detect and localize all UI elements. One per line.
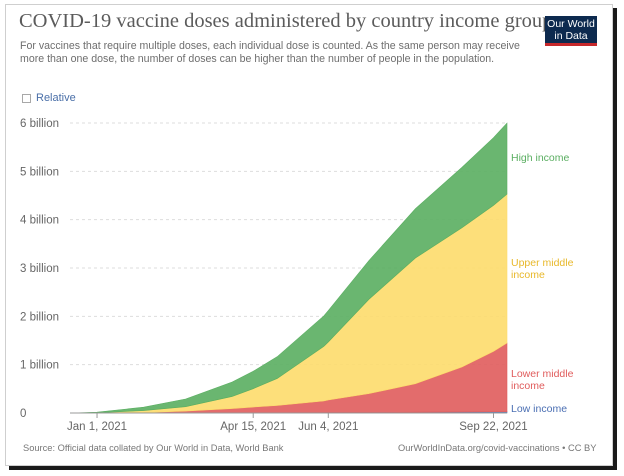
y-tick-label: 2 billion [20, 311, 59, 323]
relative-toggle[interactable]: Relative [22, 92, 76, 104]
y-tick-label: 4 billion [20, 215, 59, 227]
legend-label-line: Low income [511, 403, 567, 415]
logo-line-1: Our World [547, 18, 595, 30]
legend-label-high-income: High income [511, 152, 570, 164]
license-link[interactable]: OurWorldInData.org/covid-vaccinations • … [398, 443, 597, 453]
x-tick-label: Sep 22, 2021 [459, 421, 527, 433]
legend-label-low-income: Low income [511, 403, 567, 415]
x-tick-label: Jan 1, 2021 [67, 421, 127, 433]
y-tick-label: 3 billion [20, 263, 59, 275]
owid-logo[interactable]: Our World in Data [545, 16, 597, 46]
chart-subtitle: For vaccines that require multiple doses… [20, 40, 520, 65]
chart-title: COVID-19 vaccine doses administered by c… [19, 10, 553, 32]
legend-label-line: Lower middle [511, 368, 574, 380]
source-note: Source: Official data collated by Our Wo… [23, 443, 284, 453]
legend-label-lower-middle-income: Lower middle income [511, 368, 574, 392]
area-high-income [71, 122, 508, 414]
grid-layer [70, 122, 507, 366]
legend-label-line: High income [511, 152, 570, 164]
y-tick-label: 5 billion [20, 166, 59, 178]
y-tick-label: 6 billion [20, 118, 59, 130]
y-tick-label: 0 [20, 408, 26, 420]
axis-layer: 0 1 billion 2 billion 3 billion 4 billion 5 b… [20, 118, 528, 433]
legend-label-upper-middle-income: Upper middle income [511, 257, 574, 281]
legend-label-line: income [511, 380, 545, 392]
relative-checkbox[interactable] [22, 93, 31, 103]
relative-label: Relative [36, 92, 76, 104]
x-tick-label: Jun 4, 2021 [298, 421, 358, 433]
y-tick-label: 1 billion [20, 360, 59, 372]
x-tick-label: Apr 15, 2021 [220, 421, 286, 433]
logo-line-2: in Data [554, 29, 588, 42]
legend-label-line: Upper middle [511, 257, 574, 269]
legend-label-line: income [511, 269, 545, 281]
